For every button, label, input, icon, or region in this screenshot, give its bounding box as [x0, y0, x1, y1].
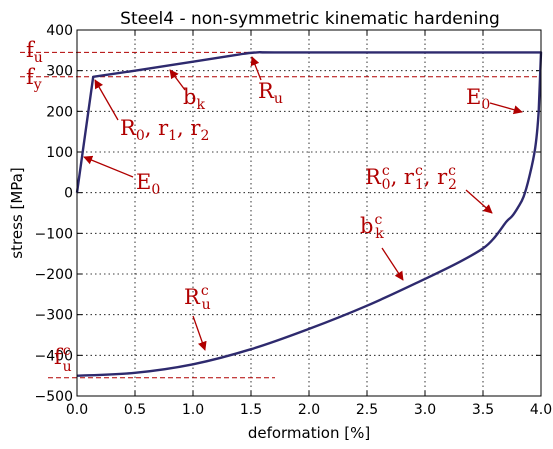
fu-label: fu [26, 38, 43, 66]
bkc-label: bc k [360, 212, 384, 242]
y-tick-label: 100 [46, 145, 73, 161]
x-tick-label: 3.0 [414, 402, 436, 418]
e0-right-label: E0 [466, 85, 490, 113]
y-axis-label: stress [MPa] [8, 167, 26, 258]
x-tick-label: 0.5 [124, 402, 146, 418]
r0-arrow [95, 80, 118, 120]
y-tick-label: 400 [46, 23, 73, 39]
fy-label: fy [26, 65, 42, 93]
ruc-arrow [193, 316, 205, 350]
y-tick-label: 200 [46, 104, 73, 120]
ruc-label: Rc u [184, 283, 211, 313]
r0c-arrow [466, 190, 492, 213]
x-tick-labels: 0.0 0.5 1.0 1.5 2.0 2.5 3.0 3.5 4.0 [66, 402, 552, 418]
bk-label: bk [183, 85, 205, 113]
bkc-arrow [382, 248, 403, 280]
ru-label: Ru [258, 79, 283, 107]
y-tick-label: −100 [35, 226, 73, 242]
y-tick-label: −200 [35, 267, 73, 283]
x-tick-label: 4.0 [530, 402, 552, 418]
r0c-label: Rc 0, rc 1, rc 2 [365, 163, 457, 193]
e0-left-label: E0 [136, 170, 160, 198]
x-tick-label: 1.0 [182, 402, 204, 418]
y-tick-label: 0 [64, 186, 73, 202]
fuc-label: fc u [54, 343, 72, 375]
x-tick-label: 3.5 [472, 402, 494, 418]
r0-label: R0, r1, r2 [120, 116, 209, 144]
e0-left-arrow [84, 157, 133, 177]
y-tick-label: −500 [35, 389, 73, 405]
x-axis-label: deformation [%] [248, 424, 370, 442]
x-tick-label: 1.5 [240, 402, 262, 418]
x-tick-label: 2.5 [356, 402, 378, 418]
x-tick-label: 2.0 [298, 402, 320, 418]
y-tick-label: −300 [35, 308, 73, 324]
e0-right-arrow [490, 103, 522, 112]
chart-title: Steel4 - non-symmetric kinematic hardeni… [120, 9, 500, 29]
y-tick-label: 300 [46, 64, 73, 80]
